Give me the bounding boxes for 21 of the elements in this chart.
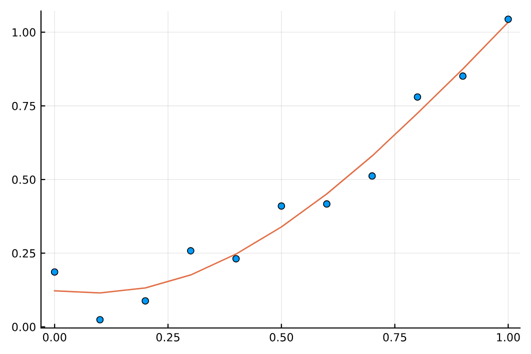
point xyxy=(278,202,286,210)
x-tick-label: 0.25 xyxy=(156,333,180,342)
point xyxy=(323,200,330,208)
point xyxy=(414,93,422,101)
point xyxy=(504,16,512,23)
point xyxy=(50,268,58,276)
x-tick-label: 0.00 xyxy=(42,333,66,342)
x-tick-label: 0.50 xyxy=(270,333,294,342)
y-tick-label: 0.50 xyxy=(12,175,36,184)
y-tick-label: 1.00 xyxy=(12,28,36,37)
point xyxy=(96,316,104,324)
y-tick-label: 0.25 xyxy=(12,249,36,258)
point xyxy=(142,297,150,305)
point xyxy=(187,247,194,254)
y-tick-label: 0.75 xyxy=(12,102,36,110)
y-tick-label: 0.00 xyxy=(12,322,36,332)
point xyxy=(459,72,467,80)
point xyxy=(368,172,376,180)
point xyxy=(232,255,240,262)
x-tick-label: 0.75 xyxy=(383,333,406,342)
x-tick-label: 1.00 xyxy=(497,333,520,342)
